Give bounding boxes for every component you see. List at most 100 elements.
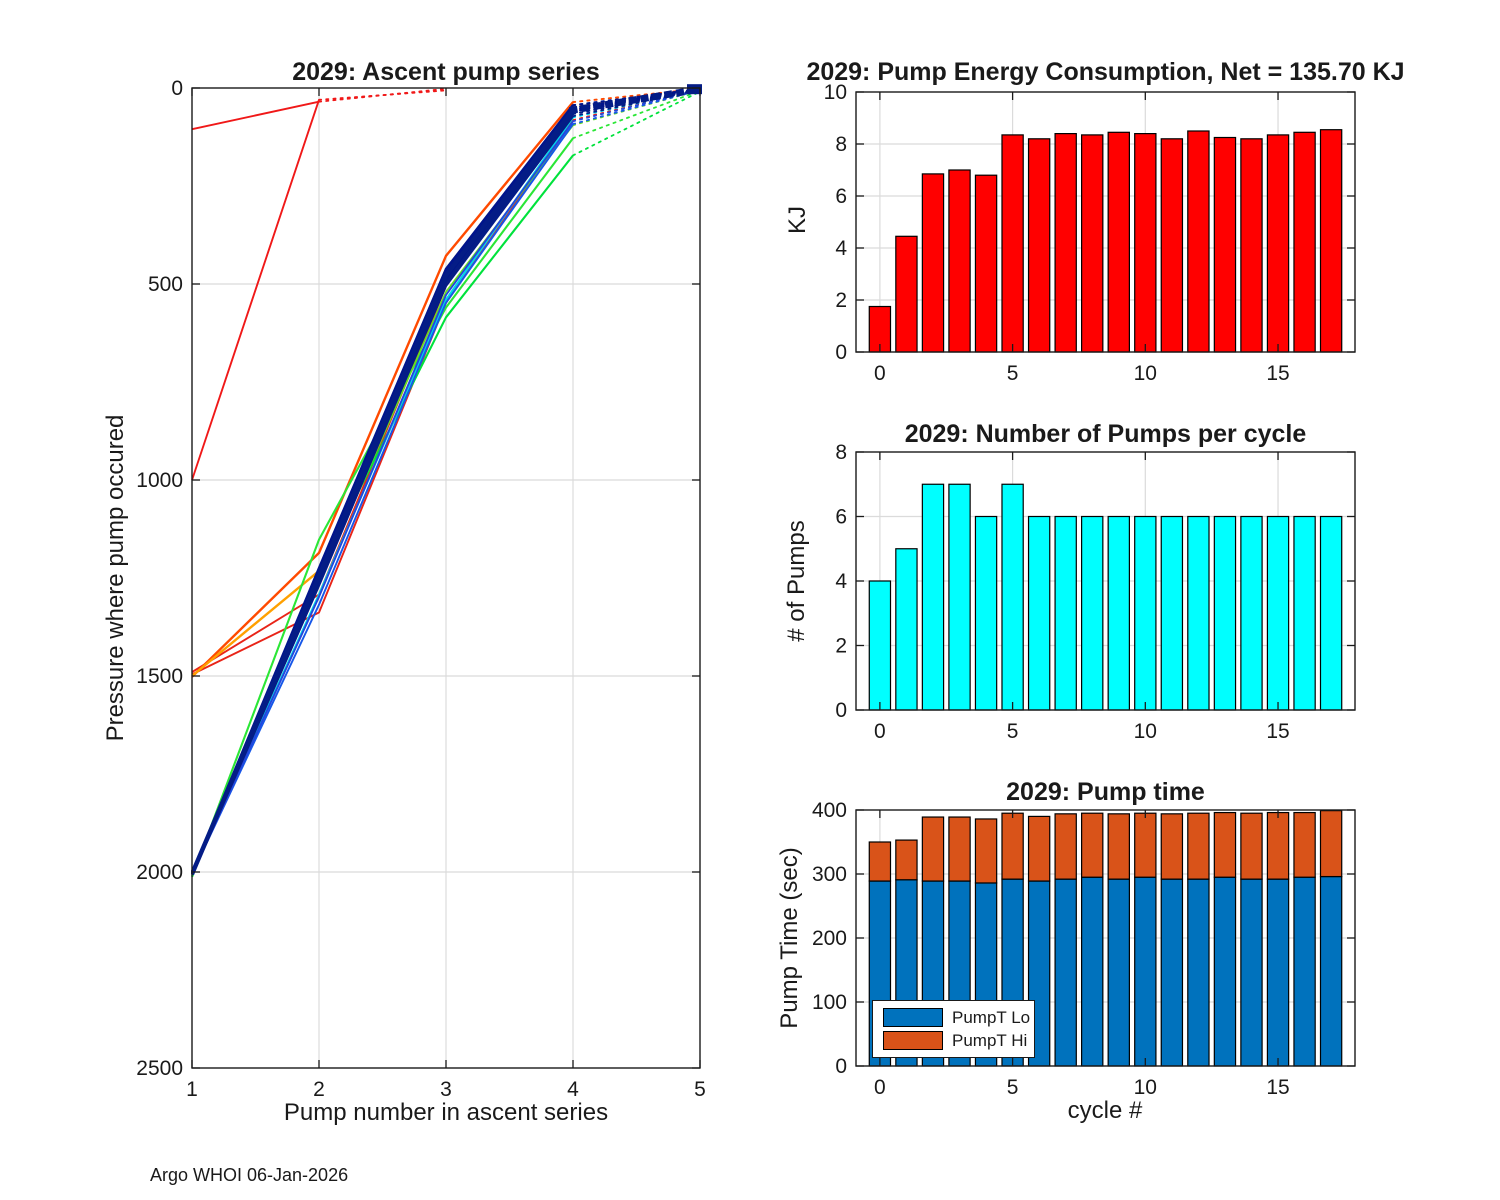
bar: [1107, 131, 1130, 353]
end-marker-cluster: [687, 84, 702, 95]
x-tick-label: 5: [1007, 1076, 1019, 1099]
bar: [1027, 515, 1051, 711]
x-tick-label: 10: [1134, 1076, 1157, 1099]
x-tick-label: 5: [1007, 720, 1019, 743]
bar: [1293, 515, 1316, 711]
pump-line-dotted: [568, 85, 705, 115]
y-tick-label: 300: [812, 863, 847, 886]
pump-line-solid: [191, 110, 574, 673]
bar: [1081, 134, 1104, 353]
bar: [868, 580, 892, 711]
ascent-series: [191, 84, 705, 878]
pump-line-solid: [191, 100, 320, 131]
pump-time-title: 2029: Pump time: [1006, 778, 1205, 806]
bar-hi: [1187, 812, 1210, 880]
y-tick-label: 2: [835, 635, 847, 658]
x-tick-label: 10: [1134, 362, 1157, 385]
x-tick-label: 10: [1134, 720, 1157, 743]
pump-line-solid: [191, 110, 575, 875]
y-tick-label: 400: [812, 799, 847, 822]
ascent-xlabel: Pump number in ascent series: [283, 1099, 609, 1126]
bar: [1240, 138, 1263, 353]
bar-hi: [1054, 813, 1077, 880]
pump_time-bars: [868, 810, 1343, 1067]
pumps-title: 2029: Number of Pumps per cycle: [904, 420, 1307, 448]
pump-line-solid: [191, 99, 320, 481]
y-tick-label: 6: [835, 185, 847, 208]
bar-lo: [1134, 876, 1157, 1067]
ascent-ylabel: Pressure where pump occured: [102, 414, 129, 742]
bar-hi: [1319, 810, 1343, 878]
y-tick-label: 0: [835, 341, 847, 364]
bar: [1054, 133, 1077, 353]
bar-lo: [1187, 878, 1210, 1067]
y-tick-label: 0: [835, 699, 847, 722]
bar-hi: [1134, 812, 1157, 878]
y-tick-label: 200: [812, 927, 847, 950]
energy-ylabel: KJ: [784, 206, 811, 235]
bar-hi: [895, 839, 918, 881]
x-tick-label: 5: [1007, 362, 1019, 385]
bar-hi: [1001, 812, 1024, 880]
pump-line-solid: [191, 108, 575, 875]
x-tick-label: 0: [874, 1076, 886, 1099]
pump-line-solid: [191, 124, 574, 875]
pump-line-solid: [191, 119, 574, 676]
pump-line-solid: [191, 101, 574, 678]
pumps-plot: 0 5 10 15 0 2 4 6 8: [835, 441, 1356, 743]
bar: [1240, 515, 1263, 711]
pumpt-hi-label: PumpT Hi: [952, 1030, 1028, 1050]
bar: [895, 548, 918, 711]
y-tick-label: 8: [835, 441, 847, 464]
bar: [974, 515, 998, 711]
y-tick-label: 100: [812, 991, 847, 1014]
bar: [1187, 130, 1210, 353]
bar: [1134, 133, 1157, 353]
bar-hi: [1240, 812, 1263, 880]
pump-time-ylabel: Pump Time (sec): [776, 847, 803, 1029]
pump-line-solid: [191, 137, 574, 878]
bar: [1001, 134, 1024, 353]
bar-hi: [1027, 815, 1051, 882]
pump-line-dotted: [318, 89, 447, 101]
pump-line-solid: [191, 104, 575, 874]
bar: [1266, 134, 1290, 353]
pumpt-lo-swatch: [883, 1008, 943, 1027]
pump-line-dotted: [572, 90, 701, 157]
bar: [1293, 131, 1316, 353]
bar: [1134, 515, 1157, 711]
bar: [1081, 515, 1104, 711]
bar: [1213, 515, 1237, 711]
bar-hi: [974, 818, 998, 884]
pump-line-solid: [191, 120, 574, 876]
bar: [1160, 515, 1184, 711]
y-tick-label: 1000: [136, 469, 183, 492]
bar-hi: [1266, 811, 1290, 880]
bar-lo: [1107, 878, 1130, 1067]
pumps-bars: [868, 483, 1343, 711]
y-tick-label: 4: [835, 570, 847, 593]
bar-lo: [1160, 878, 1184, 1067]
pump-line-solid: [191, 116, 574, 875]
bar: [921, 173, 945, 353]
y-tick-label: 10: [824, 81, 847, 104]
bar-hi: [921, 816, 945, 882]
bar-hi: [1293, 811, 1316, 878]
bar: [1319, 129, 1343, 353]
energy-title: 2029: Pump Energy Consumption, Net = 135…: [806, 58, 1405, 86]
pump-line-solid: [191, 123, 574, 875]
energy-bars: [868, 129, 1343, 353]
bar-lo: [1266, 878, 1290, 1067]
bar: [1187, 515, 1210, 711]
pump_time-plot: 0 5 10 15 0 100 200 300 400: [812, 799, 1356, 1099]
legend-row-pumpt-hi: PumpT Hi: [883, 1029, 1034, 1052]
x-tick-label: 15: [1266, 1076, 1289, 1099]
bar: [1107, 515, 1130, 711]
bar-hi: [948, 816, 971, 882]
pumpt-lo-label: PumpT Lo: [952, 1007, 1031, 1027]
y-tick-label: 4: [835, 237, 847, 260]
pump-line-dotted: [572, 87, 701, 104]
y-tick-label: 8: [835, 133, 847, 156]
